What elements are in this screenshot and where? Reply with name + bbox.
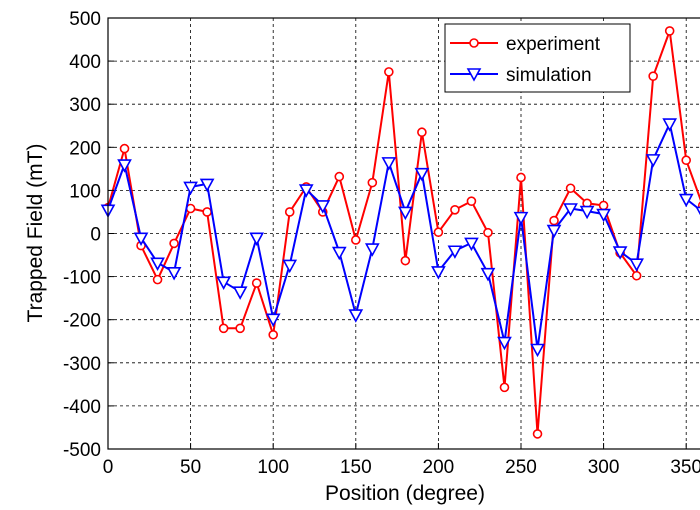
simulation-point	[232, 286, 248, 300]
experiment-point	[433, 227, 444, 238]
simulation-point	[662, 118, 678, 132]
experiment-point	[598, 200, 609, 211]
experiment-point	[202, 207, 212, 217]
experiment-point	[350, 235, 361, 245]
simulation-point	[117, 159, 132, 173]
simulation-point	[199, 178, 215, 193]
simulation-point	[480, 267, 496, 282]
experiment-point	[400, 255, 411, 266]
experiment-point	[367, 177, 378, 188]
experiment-point	[466, 196, 477, 206]
experiment-point	[631, 270, 642, 281]
experiment-point	[334, 171, 345, 182]
simulation-point	[381, 157, 397, 171]
x-tick-label: 150	[340, 457, 372, 478]
simulation-point	[513, 211, 529, 226]
simulation-point	[447, 245, 463, 259]
simulation-point	[431, 266, 446, 280]
y-tick-label: -500	[63, 440, 101, 461]
experiment-point	[483, 227, 493, 238]
simulation-point	[298, 184, 314, 198]
y-axis-label: Trapped Field (mT)	[24, 144, 47, 323]
simulation-point	[678, 193, 694, 208]
simulation-point	[150, 257, 165, 271]
simulation-point	[530, 343, 545, 358]
experiment-point	[218, 323, 229, 334]
experiment-point	[549, 215, 559, 226]
simulation-point	[596, 208, 611, 223]
simulation-point	[216, 276, 231, 290]
experiment-point	[268, 329, 279, 340]
x-tick-label: 200	[423, 457, 455, 478]
x-tick-label: 50	[180, 457, 201, 478]
x-tick-label: 250	[505, 457, 537, 478]
experiment-point	[450, 204, 460, 215]
y-tick-label: -200	[63, 311, 101, 332]
experiment-point	[417, 127, 427, 138]
simulation-point	[315, 200, 331, 214]
x-axis-label: Position (degree)	[325, 482, 485, 505]
experiment-point	[516, 172, 526, 183]
experiment-point	[119, 143, 130, 154]
y-tick-label: -100	[63, 268, 101, 289]
simulation-point	[398, 206, 413, 221]
simulation-point	[464, 237, 479, 252]
legend-experiment-marker	[469, 38, 479, 48]
axis-ticks: 0 50 100 150 200 250 300 350 -500 -400 -300 -200 -10…	[63, 9, 700, 478]
y-tick-label: 300	[69, 95, 101, 116]
simulation-point	[183, 181, 198, 196]
simulation-point	[414, 167, 430, 182]
legend: experiment simulation	[444, 23, 631, 93]
simulation-point	[645, 154, 661, 168]
legend-simulation-label: simulation	[506, 65, 592, 86]
legend-box	[444, 23, 631, 93]
simulation-point	[331, 246, 347, 261]
simulation-point	[282, 259, 298, 274]
experiment-point	[648, 71, 658, 81]
experiment-point	[251, 278, 262, 288]
x-tick-label: 350	[670, 457, 700, 478]
simulation-point	[166, 266, 182, 281]
experiment-point	[499, 382, 510, 393]
x-tick-label: 100	[257, 457, 289, 478]
y-tick-label: 0	[90, 225, 101, 246]
y-tick-label: -400	[63, 397, 101, 418]
experiment-point	[152, 274, 163, 285]
experiment-point	[169, 238, 179, 249]
simulation-point	[546, 224, 562, 239]
experiment-point	[532, 429, 543, 439]
data-series	[100, 26, 700, 439]
y-tick-label: -300	[63, 354, 101, 375]
simulation-point	[348, 309, 364, 323]
simulation-point	[249, 232, 265, 246]
experiment-point	[235, 323, 245, 334]
simulation-point	[364, 243, 380, 257]
experiment-point	[664, 26, 675, 36]
experiment-point	[384, 67, 394, 77]
y-tick-label: 100	[69, 181, 101, 202]
experiment-point	[284, 207, 295, 217]
simulation-point	[563, 203, 578, 217]
simulation-point	[497, 336, 512, 351]
x-tick-label: 0	[103, 457, 114, 478]
legend-experiment-label: experiment	[506, 34, 601, 55]
y-tick-label: 500	[69, 9, 101, 30]
y-tick-label: 200	[69, 138, 101, 159]
legend-simulation-marker	[466, 68, 482, 82]
experiment-point	[681, 155, 692, 166]
simulation-point	[133, 232, 149, 246]
simulation-point	[629, 258, 644, 272]
x-tick-label: 300	[588, 457, 620, 478]
simulation-point	[265, 313, 281, 328]
experiment-point	[565, 183, 576, 194]
simulation-point	[612, 246, 628, 260]
simulation-point	[579, 205, 595, 220]
y-tick-label: 400	[69, 52, 101, 73]
